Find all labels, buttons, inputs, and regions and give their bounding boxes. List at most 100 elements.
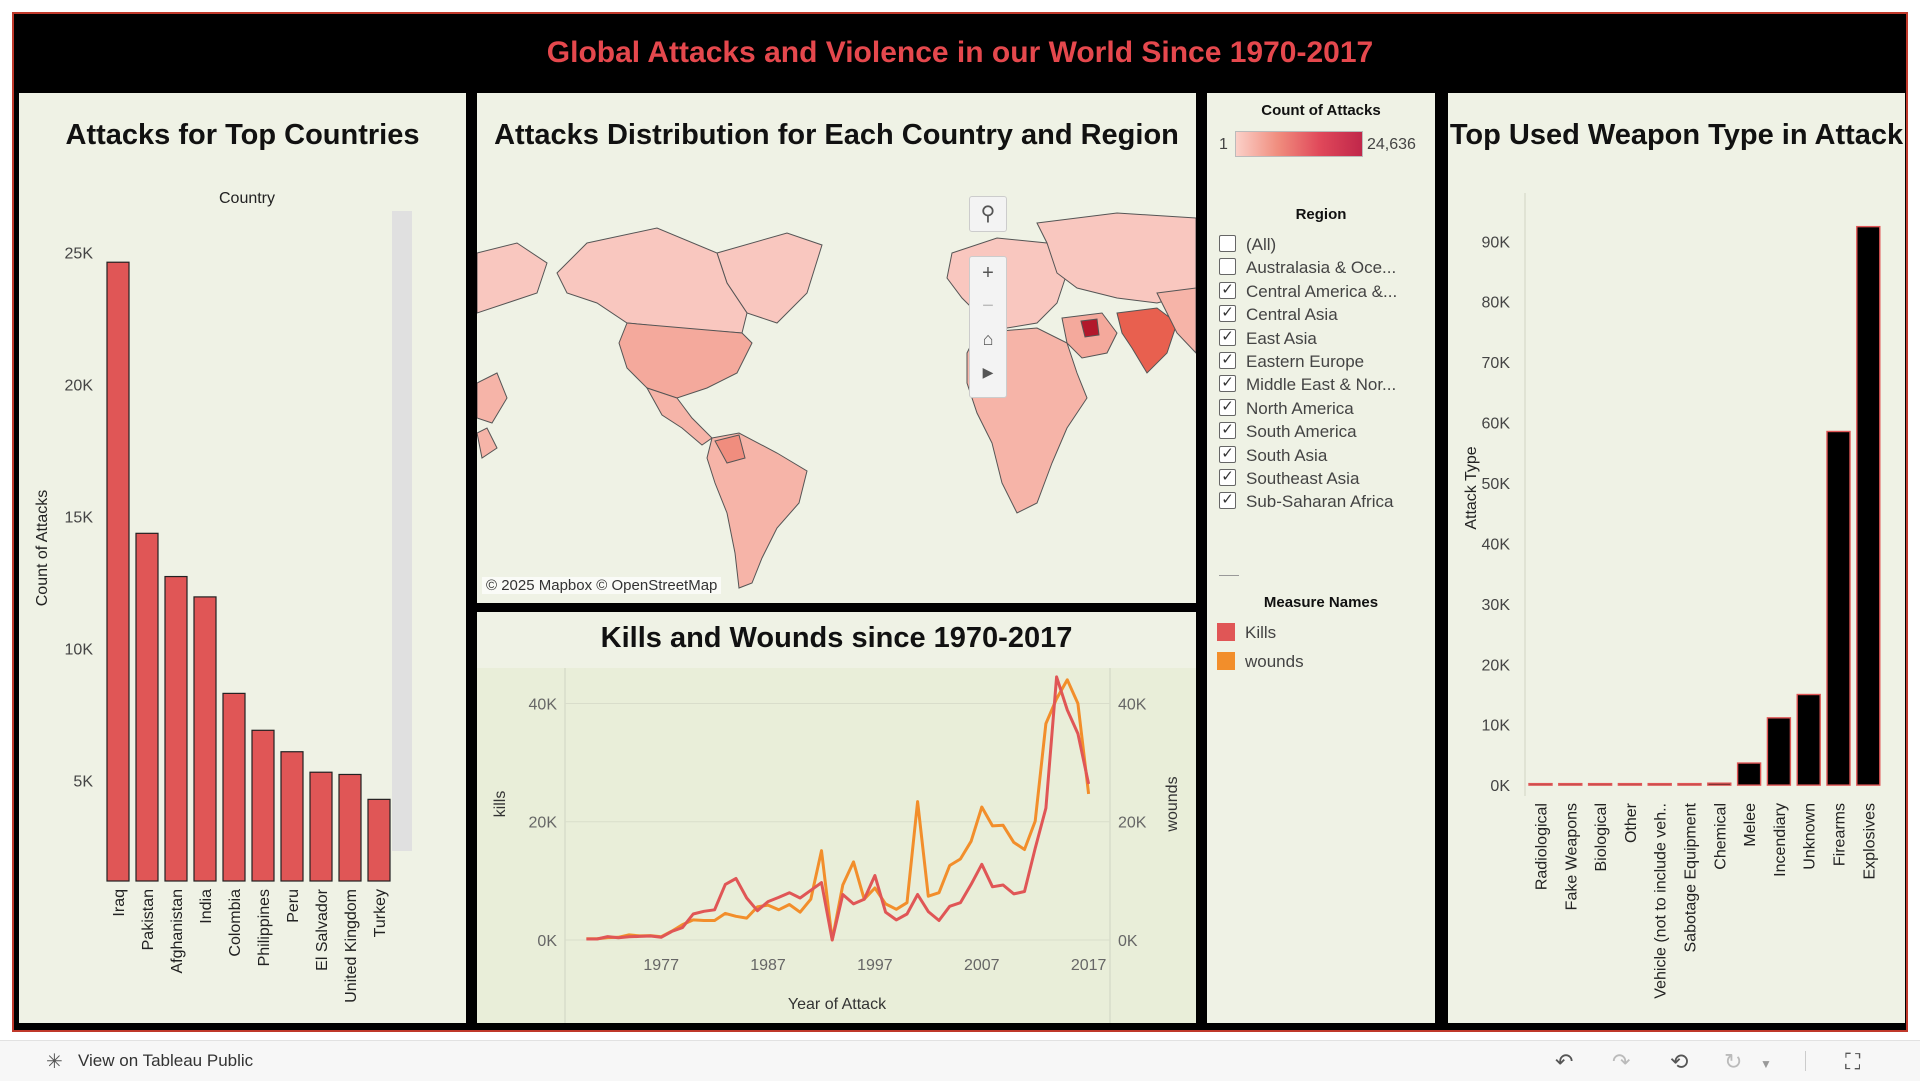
checkbox-checked-icon[interactable]: ✓ xyxy=(1219,328,1236,346)
weapon-panel: Top Used Weapon Type in Attack Attack Ty… xyxy=(1448,93,1905,1023)
y-tick-label: 30K xyxy=(1482,597,1511,614)
measure-legend-item[interactable]: Kills xyxy=(1217,621,1276,645)
dashboard-title: Global Attacks and Violence in our World… xyxy=(546,36,1374,69)
checkbox-checked-icon[interactable]: ✓ xyxy=(1219,352,1236,370)
y-tick-label: 20K xyxy=(65,378,94,395)
refresh-dropdown-icon[interactable]: ▼ xyxy=(1760,1057,1772,1071)
bar xyxy=(338,773,362,882)
refresh-icon[interactable]: ↻ xyxy=(1724,1049,1743,1074)
bar xyxy=(251,729,275,882)
x-tick-label: Sabotage Equipment xyxy=(1683,802,1700,952)
checkbox-checked-icon[interactable]: ✓ xyxy=(1219,469,1236,487)
right-axis-title: wounds xyxy=(1164,776,1181,832)
color-swatch xyxy=(1217,651,1235,670)
region-list-divider xyxy=(1219,575,1239,576)
region-filter-item[interactable]: ✓ Central America &... xyxy=(1219,279,1397,305)
right-tick-label: 0K xyxy=(1118,933,1138,950)
region-filter-item[interactable]: ✓ Sub-Saharan Africa xyxy=(1219,489,1393,515)
region-filter-item[interactable]: ✓ Central Asia xyxy=(1219,302,1338,328)
right-tick-label: 40K xyxy=(1118,696,1147,713)
countries-bar-chart[interactable]: Country Count of Attacks 5K 10K 15K 20K 25K Ira… xyxy=(19,93,466,1023)
measure-legend-title: Measure Names xyxy=(1263,594,1379,611)
x-tick-label: El Salvador xyxy=(314,888,331,970)
home-icon[interactable]: ⌂ xyxy=(982,329,994,349)
checkbox-checked-icon[interactable]: ✓ xyxy=(1219,375,1236,393)
view-on-tableau-link[interactable]: View on Tableau Public xyxy=(78,1051,254,1070)
count-color-ramp xyxy=(1235,131,1363,157)
checkbox-empty-icon[interactable] xyxy=(1219,235,1236,253)
x-tick-label: Pakistan xyxy=(140,889,157,950)
bar xyxy=(1558,782,1583,786)
world-map[interactable] xyxy=(477,183,1196,603)
x-axis-title: Year of Attack xyxy=(788,996,887,1013)
x-tick-label: Philippines xyxy=(256,889,273,966)
checkbox-checked-icon[interactable]: ✓ xyxy=(1219,492,1236,510)
region-filter-item[interactable]: ✓ Middle East & Nor... xyxy=(1219,372,1396,398)
x-tick-label: United Kingdom xyxy=(343,889,360,1003)
region-label: Middle East & Nor... xyxy=(1246,375,1397,395)
checkbox-checked-icon[interactable]: ✓ xyxy=(1219,445,1236,463)
kills-wounds-line-chart[interactable]: 0K 0K 20K 20K 40K 40K 1977 1987 1997 2007 2017 Year… xyxy=(477,612,1196,1023)
line-panel: Kills and Wounds since 1970-2017 0K 0K 20K… xyxy=(477,612,1196,1023)
tableau-logo-icon: ✳ xyxy=(46,1051,63,1073)
right-tick-label: 20K xyxy=(1118,815,1147,832)
scrollbar-track xyxy=(392,211,412,851)
x-tick-label: Melee xyxy=(1742,803,1759,847)
y-tick-label: 60K xyxy=(1482,416,1511,433)
x-tick-label: Biological xyxy=(1593,803,1610,871)
y-tick-label: 5K xyxy=(73,774,93,791)
bar xyxy=(280,751,304,882)
zoom-out-icon[interactable]: − xyxy=(982,295,994,317)
bar xyxy=(222,692,246,882)
measure-legend-item[interactable]: wounds xyxy=(1217,650,1304,674)
bar xyxy=(1587,782,1613,786)
bar xyxy=(1528,782,1553,786)
map-search-button[interactable]: ⚲ xyxy=(969,196,1007,232)
region-filter-item[interactable]: ✓ North America xyxy=(1219,396,1354,422)
region-filter-item[interactable]: ✓ South Asia xyxy=(1219,443,1327,469)
bar xyxy=(1856,225,1881,786)
count-legend-title: Count of Attacks xyxy=(1261,102,1381,119)
x-tick-label: Turkey xyxy=(372,889,389,937)
bar xyxy=(1826,430,1851,786)
region-label: Sub-Saharan Africa xyxy=(1246,492,1394,512)
zoom-in-icon[interactable]: + xyxy=(982,262,994,284)
region-filter-item[interactable]: Australasia & Oce... xyxy=(1219,255,1396,281)
left-tick-label: 40K xyxy=(529,696,558,713)
undo-icon[interactable]: ↶ xyxy=(1555,1049,1574,1074)
checkbox-checked-icon[interactable]: ✓ xyxy=(1219,305,1236,323)
checkbox-empty-icon[interactable] xyxy=(1219,258,1236,276)
region-filter-item[interactable]: ✓ East Asia xyxy=(1219,326,1317,352)
x-tick-label: Chemical xyxy=(1712,803,1729,870)
bar xyxy=(367,798,391,882)
region-filter-item[interactable]: ✓ South America xyxy=(1219,419,1357,445)
region-label: South America xyxy=(1246,422,1357,442)
country-header: Country xyxy=(219,190,275,207)
color-swatch xyxy=(1217,622,1235,641)
play-icon[interactable]: ▶ xyxy=(982,364,994,380)
weapon-bar-chart[interactable]: Attack Type 0K 10K 20K 30K 40K 50K 60K 70K 80K 90K… xyxy=(1448,93,1905,1023)
region-filter-item[interactable]: ✓ Southeast Asia xyxy=(1219,466,1359,492)
y-tick-label: 90K xyxy=(1482,234,1511,251)
x-tick-label: Firearms xyxy=(1832,803,1849,866)
checkbox-checked-icon[interactable]: ✓ xyxy=(1219,281,1236,299)
footer-divider xyxy=(1805,1051,1806,1071)
y-tick-label: 25K xyxy=(65,246,94,263)
y-axis-title: Count of Attacks xyxy=(34,490,51,607)
checkbox-checked-icon[interactable]: ✓ xyxy=(1219,422,1236,440)
x-tick-label: Explosives xyxy=(1861,803,1878,879)
x-tick-label: Colombia xyxy=(227,889,244,957)
checkbox-checked-icon[interactable]: ✓ xyxy=(1219,398,1236,416)
map-attribution: © 2025 Mapbox © OpenStreetMap xyxy=(482,577,722,594)
y-tick-label: 15K xyxy=(65,510,94,527)
measure-label: wounds xyxy=(1245,652,1304,671)
fullscreen-icon[interactable]: ⛶ xyxy=(1845,1049,1861,1074)
bar xyxy=(164,575,188,882)
left-tick-label: 0K xyxy=(537,933,557,950)
region-label: Eastern Europe xyxy=(1246,352,1365,371)
region-filter-item[interactable]: (All) xyxy=(1219,232,1276,258)
region-filter-item[interactable]: ✓ Eastern Europe xyxy=(1219,349,1364,375)
redo-icon[interactable]: ↷ xyxy=(1612,1049,1631,1074)
measure-label: Kills xyxy=(1245,623,1277,642)
revert-icon[interactable]: ⟲ xyxy=(1670,1049,1689,1074)
